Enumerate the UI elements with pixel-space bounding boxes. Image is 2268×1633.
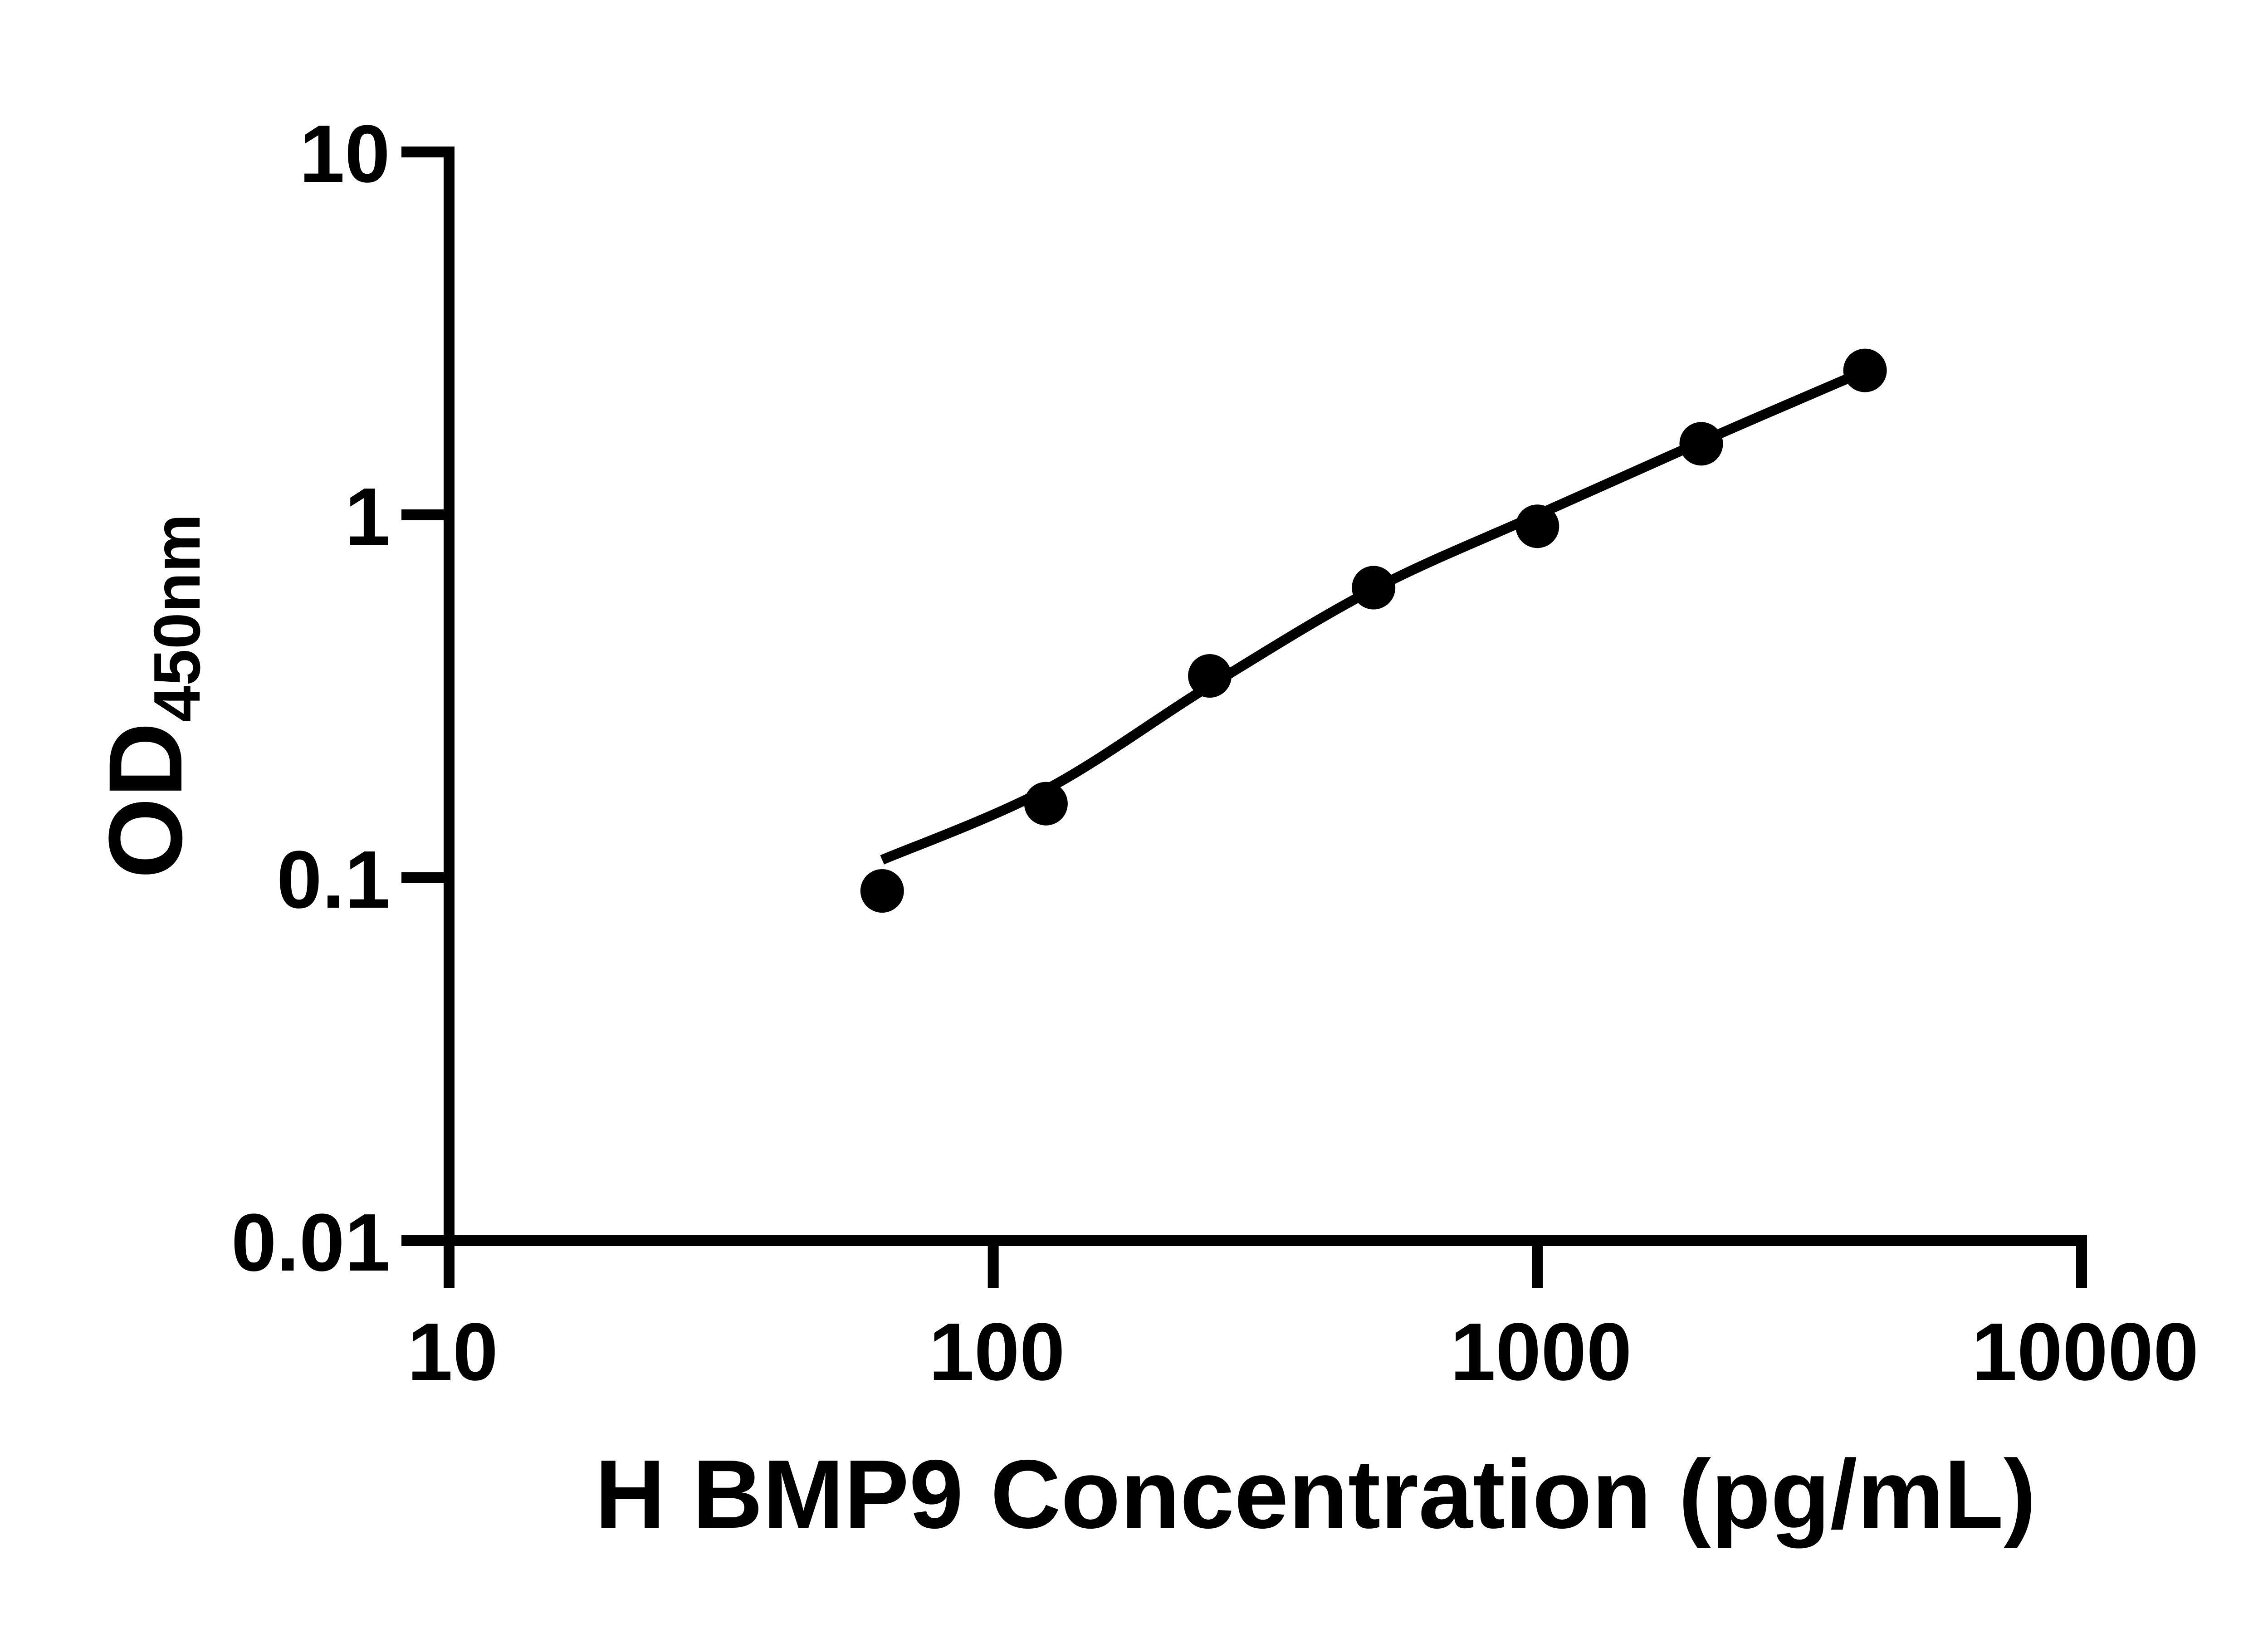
x-tick-label-1000: 1000: [1450, 1306, 1632, 1398]
y-axis-title-main: OD: [87, 722, 204, 879]
data-point-x4000: [1843, 348, 1887, 392]
data-point-x1000: [1515, 504, 1559, 548]
x-axis-tick-labels: 10 100 1000 10000: [407, 1306, 2199, 1398]
x-axis-ticks: [444, 1235, 2087, 1288]
x-tick-label-10000: 10000: [1972, 1306, 2199, 1398]
x-axis-title: H BMP9 Concentration (pg/mL): [595, 1439, 2036, 1549]
data-point-x500: [1352, 566, 1396, 610]
y-tick-label-10: 10: [299, 108, 390, 200]
x-tick-label-100: 100: [929, 1306, 1065, 1398]
data-point-x2000: [1679, 422, 1723, 466]
y-tick-label-1: 1: [345, 471, 390, 562]
y-axis-tick-labels: 10 1 0.1 0.01: [231, 108, 390, 1288]
x-tick-label-10: 10: [407, 1306, 498, 1398]
data-points-group: [860, 348, 1887, 913]
data-point-x125: [1024, 782, 1068, 826]
y-tick-label-0.1: 0.1: [277, 834, 390, 925]
y-tick-label-0.01: 0.01: [231, 1197, 390, 1288]
y-axis-title-subscript: 450nm: [140, 514, 214, 722]
data-point-x250: [1188, 654, 1232, 698]
y-axis-title: OD450nm: [87, 514, 214, 879]
data-point-x62.5: [860, 869, 904, 913]
y-axis-ticks: [401, 147, 455, 1246]
